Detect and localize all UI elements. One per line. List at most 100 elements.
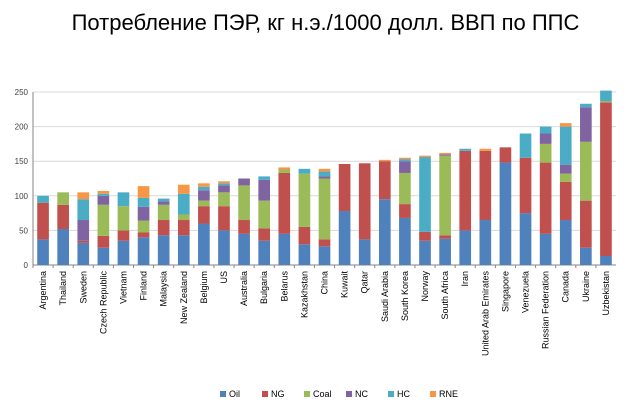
bar-segment-ng-5 — [137, 232, 150, 238]
bar-segment-rne-5 — [137, 186, 150, 198]
bar-segment-oil-1 — [57, 229, 69, 265]
bar-segment-oil-6 — [157, 235, 170, 265]
bar-segment-coal-11 — [258, 200, 271, 229]
bar-segment-ng-8 — [198, 206, 210, 224]
bar-segment-rne-12 — [278, 167, 291, 170]
x-tick-label-12: Belarus — [279, 271, 289, 302]
bar-segment-coal-20 — [439, 155, 451, 236]
y-tick-label-250: 250 — [15, 88, 29, 97]
legend-swatch-rne — [430, 391, 436, 397]
x-tick-label-16: Qatar — [360, 271, 370, 294]
x-tick-label-28: Uzbekistan — [601, 271, 611, 316]
bar-segment-hc-18 — [399, 159, 411, 162]
bar-segment-ng-24 — [519, 157, 532, 214]
bar-segment-nc-9 — [218, 185, 230, 193]
x-tick-label-11: Bulgaria — [259, 271, 269, 304]
bar-segment-coal-14 — [318, 178, 331, 240]
bar-segment-ng-4 — [117, 230, 130, 241]
bar-segment-oil-21 — [459, 230, 472, 265]
bar-segment-hc-14 — [318, 171, 331, 177]
bar-segment-coal-28 — [600, 100, 612, 103]
bar-segment-oil-14 — [318, 246, 331, 265]
x-tick-label-27: Ukraine — [581, 271, 591, 302]
bar-segment-oil-17 — [378, 199, 391, 265]
x-tick-label-7: New Zealand — [179, 271, 189, 324]
bar-segment-ng-11 — [258, 228, 271, 241]
x-tick-label-9: US — [219, 271, 229, 284]
bar-segment-ng-27 — [580, 200, 592, 248]
bar-segment-rne-8 — [198, 183, 210, 187]
bar-segment-ng-23 — [499, 147, 512, 163]
bar-segment-ng-15 — [338, 163, 351, 212]
legend-label-hc: HC — [397, 389, 410, 399]
bar-segment-oil-0 — [37, 239, 49, 265]
bar-segment-hc-21 — [459, 148, 472, 151]
x-tick-label-6: Malaysia — [159, 271, 169, 307]
bar-segment-ng-13 — [298, 226, 311, 245]
legend-label-ng: NG — [271, 389, 285, 399]
bar-segment-nc-26 — [559, 164, 572, 174]
x-tick-label-20: South Africa — [440, 271, 450, 320]
bar-segment-rne-20 — [439, 152, 451, 155]
bar-segment-nc-6 — [157, 201, 170, 205]
bar-segment-ng-7 — [177, 220, 190, 236]
bar-segment-nc-2 — [77, 220, 90, 241]
bar-segment-coal-12 — [278, 169, 291, 173]
bar-segment-ng-6 — [157, 220, 170, 236]
bar-segment-coal-13 — [298, 173, 311, 227]
bar-segment-oil-24 — [519, 213, 532, 265]
bar-segment-coal-3 — [97, 204, 110, 236]
chart-title: Потребление ПЭР, кг н.э./1000 долл. ВВП … — [71, 10, 580, 35]
bar-segment-hc-2 — [77, 199, 90, 221]
legend-label-coal: Coal — [313, 389, 332, 399]
bar-segment-nc-18 — [399, 161, 411, 173]
bar-segment-hc-4 — [117, 192, 130, 207]
bar-segment-hc-0 — [37, 195, 49, 203]
bar-segment-ng-26 — [559, 181, 572, 221]
bar-segment-nc-14 — [318, 176, 331, 179]
bar-segment-oil-10 — [238, 233, 250, 265]
bar-segment-coal-4 — [117, 206, 130, 231]
bar-segment-oil-7 — [177, 235, 190, 265]
bar-segment-nc-8 — [198, 190, 210, 201]
x-tick-label-1: Thailand — [58, 271, 68, 306]
bar-segment-hc-5 — [137, 197, 150, 207]
bar-segment-oil-9 — [218, 230, 230, 265]
bar-segment-oil-8 — [198, 223, 210, 265]
x-tick-label-21: Iran — [460, 271, 470, 287]
x-tick-label-14: China — [320, 271, 330, 295]
y-tick-label-100: 100 — [15, 192, 29, 201]
bar-segment-hc-19 — [419, 157, 431, 232]
bar-segment-nc-27 — [580, 107, 592, 142]
bar-segment-ng-25 — [539, 162, 552, 234]
bar-segment-rne-9 — [218, 181, 230, 184]
x-tick-label-15: Kuwait — [340, 271, 350, 299]
bar-segment-hc-3 — [97, 193, 110, 196]
bar-segment-nc-25 — [539, 133, 552, 144]
bar-segment-ng-14 — [318, 239, 331, 247]
bar-segment-hc-27 — [580, 103, 592, 108]
bar-segment-ng-2 — [77, 240, 90, 243]
bar-segment-coal-8 — [198, 200, 210, 207]
bar-segment-oil-22 — [479, 220, 492, 265]
bar-segment-nc-10 — [238, 178, 250, 186]
bar-segment-hc-13 — [298, 168, 311, 174]
x-tick-label-26: Canada — [561, 271, 571, 303]
bar-segment-hc-9 — [218, 183, 230, 186]
bar-segment-hc-11 — [258, 176, 271, 180]
bar-segment-hc-8 — [198, 186, 210, 191]
bar-segment-hc-25 — [539, 126, 552, 134]
bar-segment-ng-22 — [479, 150, 492, 221]
bar-segment-hc-24 — [519, 133, 532, 158]
bar-segment-ng-9 — [218, 206, 230, 231]
bar-segment-coal-26 — [559, 173, 572, 182]
bar-segment-oil-18 — [399, 217, 411, 265]
bar-segment-coal-18 — [399, 172, 411, 205]
x-tick-label-25: Russian Federation — [541, 271, 551, 349]
legend-label-nc: NC — [355, 389, 368, 399]
bar-segment-ng-16 — [358, 163, 371, 240]
bar-segment-ng-21 — [459, 150, 472, 231]
bar-segment-oil-12 — [278, 233, 291, 265]
legend-label-rne: RNE — [439, 389, 458, 399]
